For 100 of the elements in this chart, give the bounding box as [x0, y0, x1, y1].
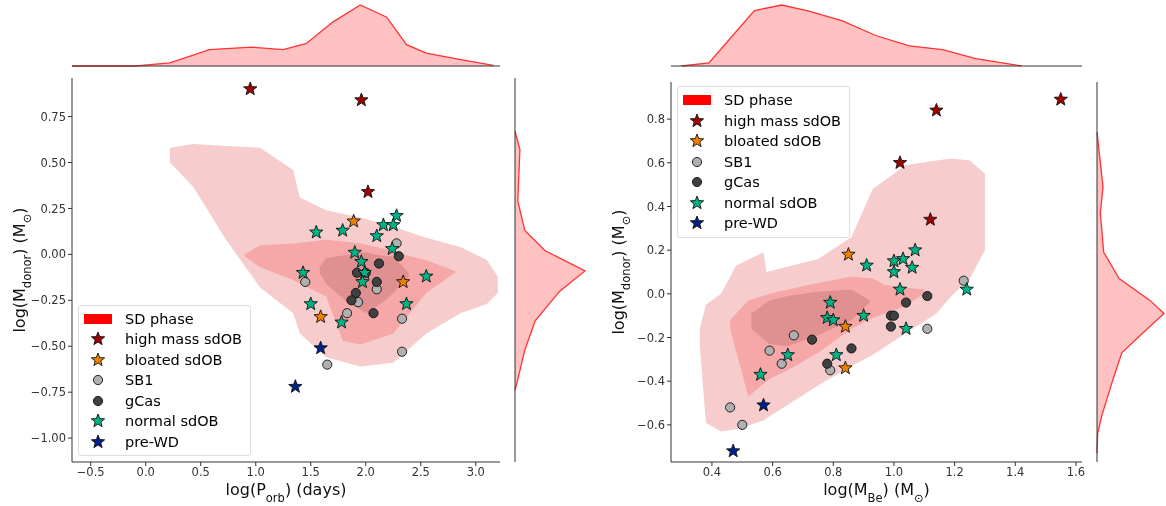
- point: [300, 276, 311, 287]
- x-tick-label: 3.0: [466, 465, 485, 480]
- point: [322, 359, 333, 370]
- y-tick-label: −0.75: [30, 385, 66, 400]
- point: [347, 245, 362, 259]
- x-tick-label: 2.0: [356, 465, 375, 480]
- point: [346, 213, 361, 228]
- legend-label: SB1: [724, 153, 753, 170]
- y-tick-label: −0.4: [637, 374, 665, 389]
- y-tick-label: 0.4: [646, 199, 665, 214]
- x-tick-label: 1.4: [1006, 465, 1025, 480]
- point: [346, 295, 357, 306]
- y-tick-label: −1.00: [30, 431, 66, 446]
- point: [335, 223, 350, 237]
- x-tick-label: 0.8: [824, 465, 843, 480]
- point: [780, 347, 795, 362]
- point: [901, 297, 912, 308]
- point: [776, 358, 787, 369]
- point: [342, 308, 353, 319]
- point: [399, 296, 414, 311]
- y-tick-label: 0.2: [646, 243, 665, 258]
- point: [838, 319, 853, 333]
- x-axis-title: log(P$_{orb}$) (days): [225, 480, 347, 505]
- y-tick-label: 0.25: [40, 201, 66, 216]
- point: [823, 295, 838, 309]
- point: [313, 309, 328, 323]
- point: [419, 268, 434, 283]
- legend-label: high mass sdOB: [724, 112, 842, 129]
- point: [334, 314, 349, 329]
- point: [373, 258, 385, 269]
- point: [859, 258, 874, 272]
- point: [822, 358, 833, 369]
- x-tick-label: 1.2: [945, 465, 964, 480]
- y-tick-label: 0.00: [40, 247, 66, 262]
- legend-label: high mass sdOB: [125, 331, 243, 347]
- point: [886, 264, 902, 279]
- point: [309, 224, 324, 239]
- point: [726, 443, 741, 458]
- point: [355, 274, 370, 289]
- point: [929, 102, 944, 117]
- point: [856, 308, 871, 322]
- point: [788, 330, 799, 341]
- x-tick-label: 0.5: [191, 465, 210, 480]
- point: [295, 265, 311, 279]
- legend-label: normal sdOB: [724, 194, 818, 211]
- x-tick-label: 0.6: [763, 465, 782, 480]
- y-tick-label: 0.0: [646, 286, 665, 301]
- legend-label: normal sdOB: [125, 413, 219, 429]
- point: [313, 340, 328, 355]
- point: [397, 313, 408, 324]
- annotation: SD phase: [724, 92, 793, 108]
- point: [764, 345, 775, 356]
- point: [397, 346, 408, 357]
- point: [892, 155, 908, 169]
- legend-label: pre-WD: [125, 433, 179, 450]
- y-tick-label: 0.6: [646, 155, 665, 170]
- legend-label: pre-WD: [724, 215, 778, 231]
- point: [958, 275, 969, 286]
- point: [385, 241, 400, 255]
- point: [386, 217, 401, 232]
- y-tick-label: −0.50: [30, 339, 66, 354]
- legend-label: SB1: [125, 372, 154, 388]
- point: [371, 276, 382, 287]
- y-tick-label: 0.8: [646, 112, 665, 127]
- point: [895, 251, 911, 266]
- point: [376, 217, 391, 232]
- point: [885, 321, 896, 332]
- point: [756, 397, 771, 412]
- annotation: SD phase: [125, 310, 194, 327]
- point: [369, 228, 384, 243]
- point: [737, 419, 748, 430]
- y-tick-label: −0.25: [30, 293, 66, 308]
- point: [829, 347, 844, 362]
- x-axis-title: log(M$_{Be}$) (M$_{⊙}$): [823, 480, 930, 505]
- y-tick-label: −0.2: [637, 330, 665, 345]
- point: [846, 343, 857, 354]
- x-tick-label: 2.5: [411, 465, 430, 480]
- point: [826, 312, 841, 327]
- point: [841, 247, 856, 261]
- x-tick-label: 1.0: [884, 465, 904, 480]
- point: [838, 360, 853, 375]
- point: [368, 308, 379, 319]
- point: [303, 296, 318, 311]
- point: [360, 184, 376, 199]
- legend-label: bloated sdOB: [724, 133, 822, 149]
- point: [725, 402, 736, 413]
- point: [1053, 92, 1068, 106]
- point: [288, 379, 303, 393]
- point: [905, 260, 920, 274]
- point: [396, 274, 411, 289]
- point: [389, 208, 404, 222]
- point: [922, 290, 933, 302]
- legend-label: bloated sdOB: [125, 351, 223, 368]
- point: [908, 242, 923, 257]
- x-tick-label: −0.5: [76, 465, 105, 480]
- point: [243, 81, 258, 96]
- legend-label: gCas: [125, 392, 161, 409]
- x-tick-label: 1.5: [301, 465, 320, 480]
- point: [923, 212, 938, 226]
- point: [959, 282, 974, 296]
